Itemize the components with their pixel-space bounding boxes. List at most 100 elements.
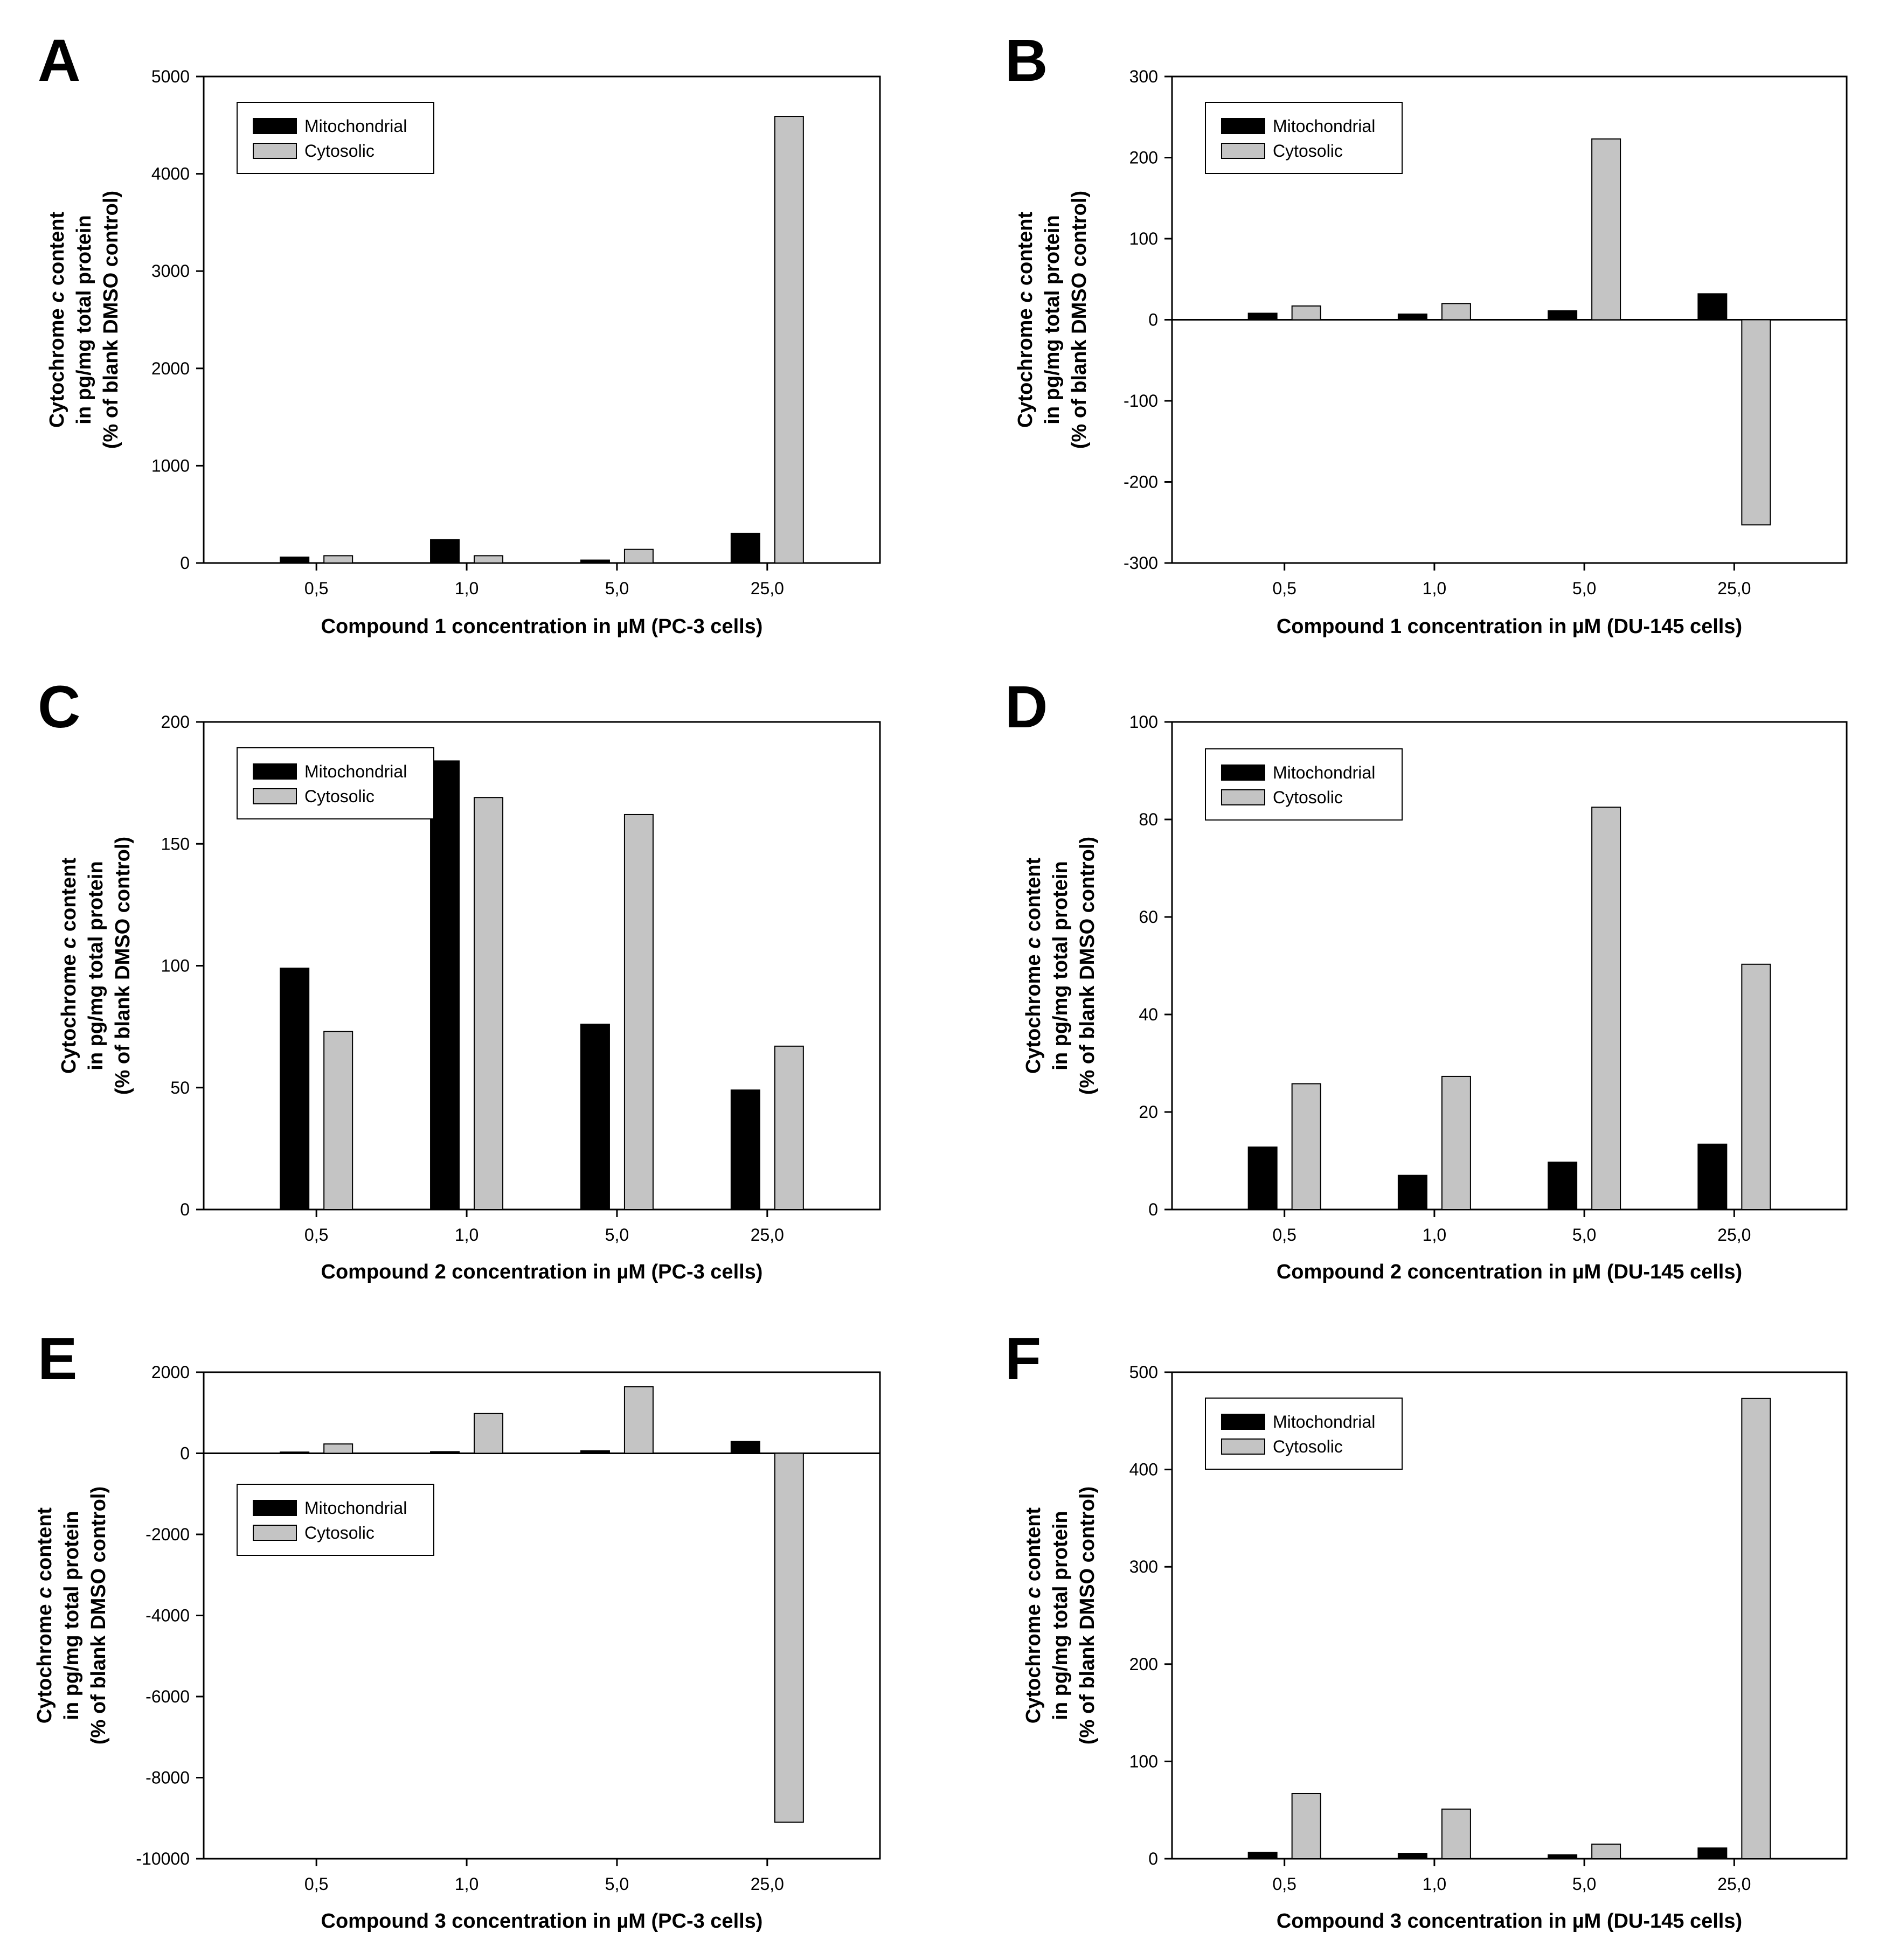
- cytosolic-bar: [623, 548, 654, 564]
- x-axis-label: Compound 2 concentration in µM (DU-145 c…: [1277, 1261, 1742, 1283]
- y-tick-label: 0: [180, 1444, 190, 1463]
- x-tick-label: 0,5: [304, 1225, 328, 1245]
- legend-swatch-cytosolic: [253, 1525, 297, 1541]
- x-tick-label: 0,5: [304, 579, 328, 598]
- y-tick-label: 200: [161, 712, 190, 732]
- x-tick-label: 5,0: [1572, 1225, 1596, 1245]
- cytosolic-bar: [1291, 305, 1321, 321]
- y-tick-label: 40: [1139, 1005, 1158, 1024]
- y-tick-label: 0: [180, 553, 190, 573]
- cytosolic-bar: [474, 797, 504, 1210]
- y-tick-label: 4000: [151, 164, 190, 184]
- y-tick-label: 0: [1148, 1849, 1158, 1868]
- cytosolic-bar: [1591, 807, 1621, 1210]
- y-tick-label: 20: [1139, 1102, 1158, 1122]
- y-tick-label: 300: [1129, 67, 1158, 86]
- y-tick-label: 50: [170, 1078, 190, 1097]
- y-axis-label: in pg/mg total protein: [60, 1511, 83, 1720]
- legend-label: Cytosolic: [304, 141, 375, 161]
- cytosolic-bar: [623, 814, 654, 1210]
- y-tick-label: -200: [1124, 472, 1158, 492]
- x-tick-label: 5,0: [605, 579, 629, 598]
- x-tick-label: 5,0: [1572, 1874, 1596, 1894]
- legend: Mitochondrial Cytosolic: [1205, 1398, 1403, 1470]
- x-tick-label: 25,0: [1717, 1874, 1751, 1894]
- legend: Mitochondrial Cytosolic: [1205, 102, 1403, 174]
- y-tick-label: 200: [1129, 1655, 1158, 1674]
- mitochondrial-bar: [1247, 1146, 1278, 1210]
- y-tick-label: 80: [1139, 810, 1158, 829]
- legend-label: Cytosolic: [1273, 141, 1343, 161]
- plot-frame: [1171, 721, 1848, 1211]
- legend-box: [1205, 748, 1403, 821]
- mitochondrial-bar: [430, 760, 460, 1210]
- mitochondrial-bar: [1397, 1174, 1427, 1210]
- mitochondrial-bar: [730, 1089, 760, 1211]
- x-tick-label: 25,0: [1717, 579, 1751, 598]
- y-tick-label: 100: [1129, 712, 1158, 732]
- x-tick-label: 1,0: [455, 1874, 479, 1894]
- cytosolic-bar: [474, 555, 504, 564]
- cytosolic-bar: [623, 1386, 654, 1454]
- y-tick-label: -6000: [145, 1687, 190, 1706]
- mitochondrial-bar: [1397, 313, 1427, 321]
- x-tick-label: 0,5: [1272, 1874, 1296, 1894]
- plot-frame: [203, 75, 881, 564]
- cytosolic-bar: [1441, 1808, 1471, 1860]
- legend-swatch-mitochondrial: [1221, 118, 1265, 134]
- mitochondrial-bar: [1247, 1852, 1278, 1859]
- y-axis-label: Cytochrome c content: [1014, 212, 1037, 428]
- y-axis-label: in pg/mg total protein: [1049, 1511, 1072, 1720]
- y-tick-label: 0: [1148, 1200, 1158, 1219]
- legend-swatch-cytosolic: [1221, 1438, 1265, 1455]
- panel-letter: C: [38, 674, 80, 740]
- mitochondrial-bar: [730, 532, 760, 564]
- y-axis-label: Cytochrome c content: [46, 212, 68, 428]
- panel-letter: E: [38, 1326, 77, 1392]
- chart-panel-f: F 0 100 200 300 400 500 0,5 1,0 5,0 25,0 Mitochondr…: [1005, 1326, 1848, 1933]
- legend-label: Mitochondrial: [1273, 763, 1375, 782]
- legend-box: [237, 102, 434, 174]
- chart-panel-c: C 0 50 100 150 200 0,5 1,0 5,0 25,0 Mitochondrial C…: [38, 674, 881, 1283]
- legend-box: [237, 1484, 434, 1556]
- cytosolic-bar: [323, 555, 353, 564]
- cytosolic-bar: [774, 1045, 804, 1210]
- y-axis-label: Cytochrome c content: [1022, 858, 1045, 1074]
- y-tick-label: 400: [1129, 1460, 1158, 1479]
- y-tick-label: 60: [1139, 907, 1158, 927]
- x-tick-label: 25,0: [751, 1225, 784, 1245]
- y-tick-label: 500: [1129, 1363, 1158, 1382]
- y-axis-label: (% of blank DMSO control): [1076, 837, 1099, 1095]
- x-tick-label: 0,5: [1272, 579, 1296, 598]
- y-tick-label: -8000: [145, 1768, 190, 1788]
- chart-panel-d: D 0 20 40 60 80 100 0,5 1,0 5,0 25,0 Mitochondrial C…: [1005, 674, 1848, 1283]
- x-tick-label: 25,0: [751, 579, 784, 598]
- x-tick-label: 5,0: [605, 1874, 629, 1894]
- legend-swatch-mitochondrial: [1221, 764, 1265, 781]
- legend-label: Mitochondrial: [1273, 116, 1375, 136]
- cytosolic-bar: [1291, 1083, 1321, 1211]
- x-axis-label: Compound 3 concentration in µM (DU-145 c…: [1277, 1910, 1742, 1933]
- y-tick-label: -10000: [136, 1849, 190, 1868]
- legend: Mitochondrial Cytosolic: [1205, 748, 1403, 821]
- y-tick-label: 150: [161, 834, 190, 853]
- mitochondrial-bar: [1548, 310, 1578, 321]
- y-tick-label: 100: [161, 956, 190, 976]
- mitochondrial-bar: [730, 1441, 760, 1454]
- legend-swatch-cytosolic: [253, 143, 297, 159]
- x-tick-label: 1,0: [455, 1225, 479, 1245]
- x-tick-label: 25,0: [1717, 1225, 1751, 1245]
- x-tick-label: 5,0: [605, 1225, 629, 1245]
- plot-frame: [1171, 1371, 1848, 1860]
- legend: Mitochondrial Cytosolic: [237, 102, 434, 174]
- cytosolic-bar: [474, 1413, 504, 1454]
- cytosolic-bar: [1441, 303, 1471, 321]
- y-tick-label: 300: [1129, 1557, 1158, 1576]
- legend: Mitochondrial Cytosolic: [237, 1484, 434, 1556]
- x-tick-label: 1,0: [1423, 1874, 1446, 1894]
- y-axis-label: Cytochrome c content: [33, 1507, 56, 1724]
- y-axis-label: in pg/mg total protein: [1049, 861, 1072, 1070]
- panel-letter: A: [38, 27, 80, 94]
- cytosolic-bar: [774, 116, 804, 564]
